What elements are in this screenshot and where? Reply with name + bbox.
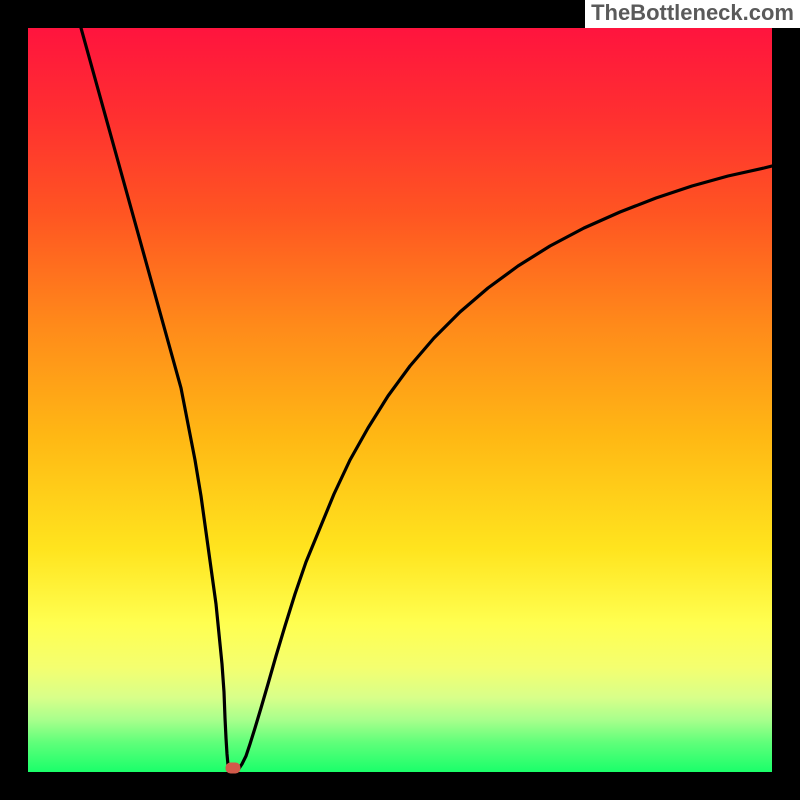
plot-area <box>28 28 772 772</box>
chart-root: TheBottleneck.com <box>0 0 800 800</box>
background-gradient <box>28 28 772 772</box>
watermark-text: TheBottleneck.com <box>585 0 800 28</box>
